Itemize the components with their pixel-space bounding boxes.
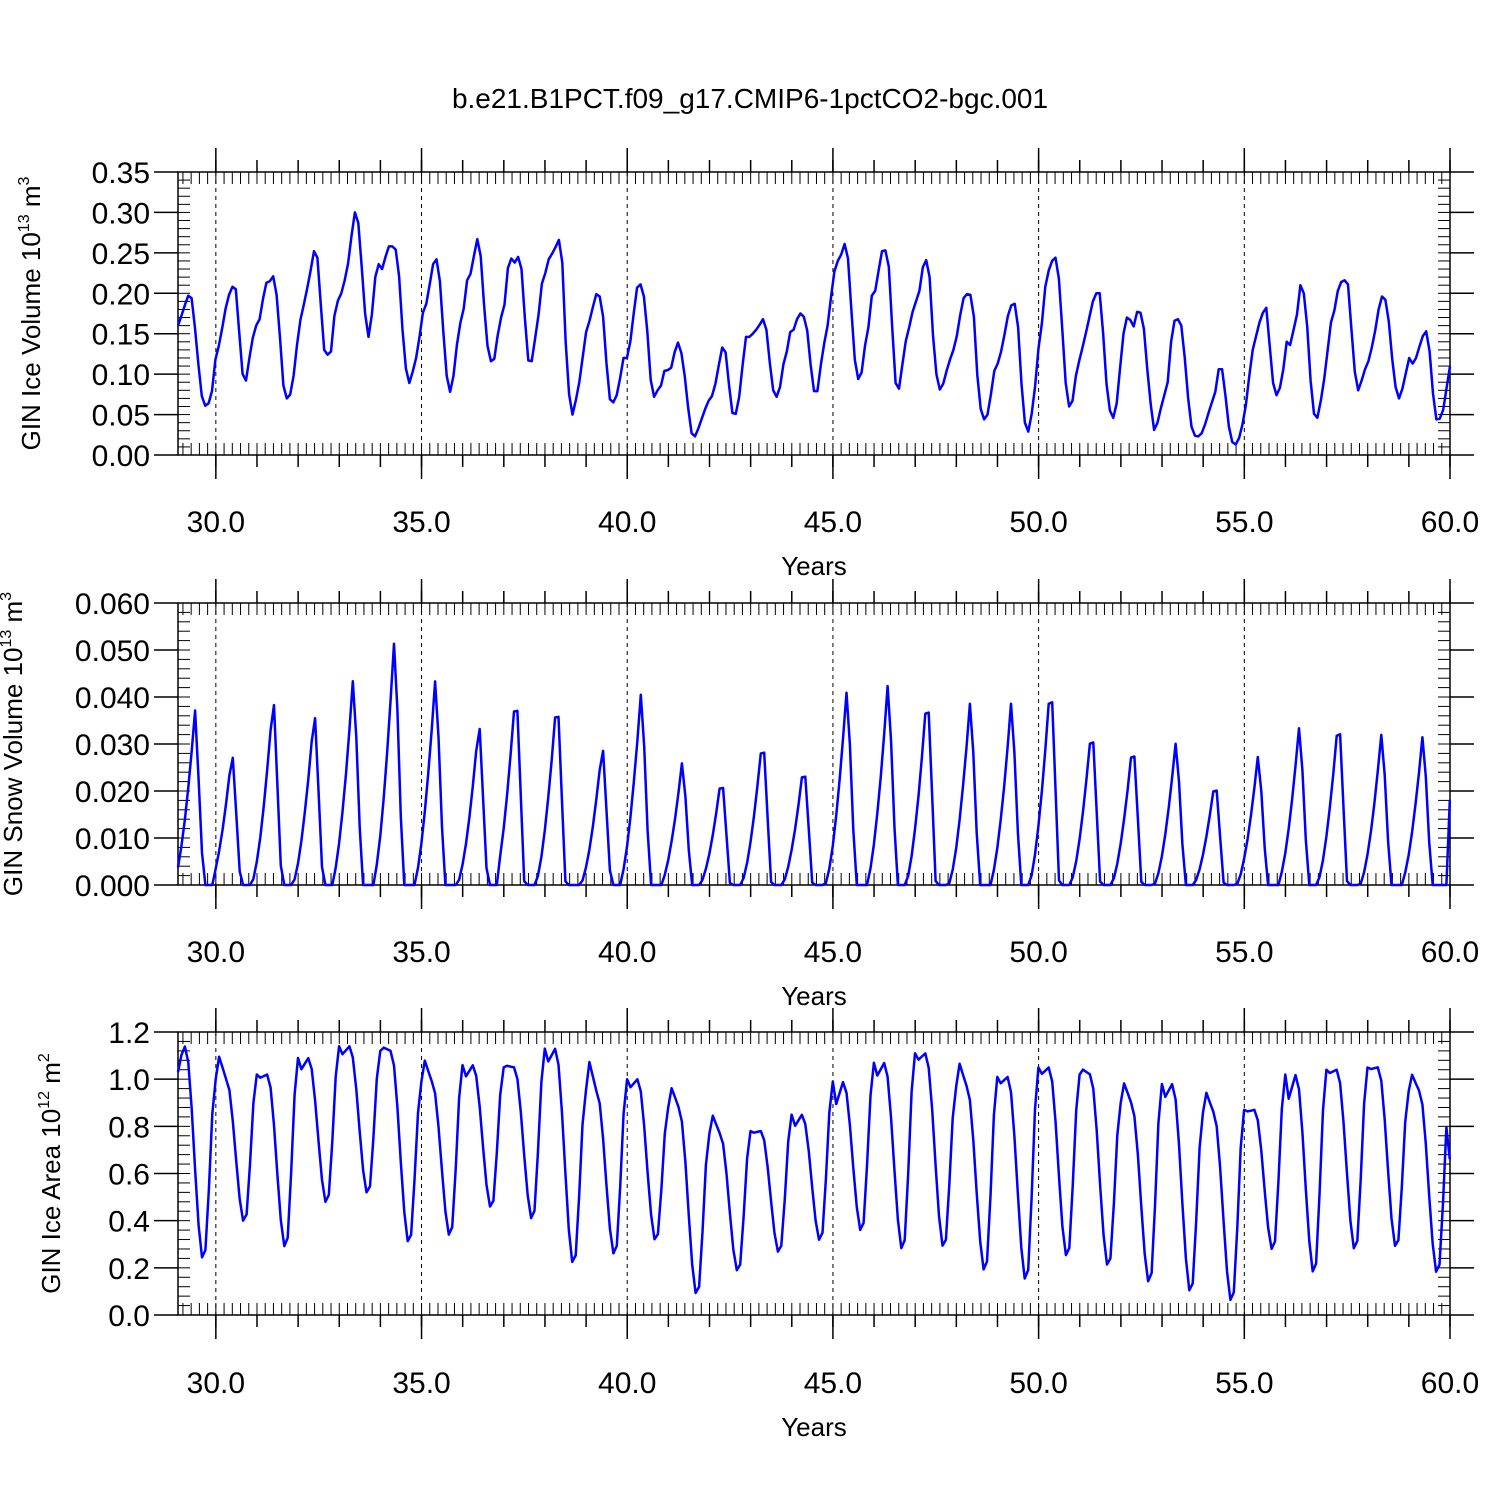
y-tick-label: 0.060 bbox=[75, 588, 150, 621]
y-axis-title-base: GIN Ice Volume 10 bbox=[16, 232, 46, 450]
x-tick-label: 40.0 bbox=[598, 936, 656, 969]
x-tick-label: 55.0 bbox=[1215, 506, 1273, 539]
x-tick-label: 30.0 bbox=[187, 1367, 245, 1400]
y-tick-label: 0.000 bbox=[75, 870, 150, 903]
series-line bbox=[176, 642, 1452, 887]
x-tick-label: 45.0 bbox=[804, 936, 862, 969]
y-tick-label: 0.030 bbox=[75, 729, 150, 762]
x-tick-label: 50.0 bbox=[1009, 1367, 1067, 1400]
series-line bbox=[176, 1044, 1452, 1302]
x-tick-label: 35.0 bbox=[392, 936, 450, 969]
x-tick-label: 45.0 bbox=[804, 1367, 862, 1400]
y-tick-label: 0.6 bbox=[108, 1159, 150, 1192]
y-tick-label: 0.35 bbox=[92, 157, 150, 190]
y-axis-title-exponent: 13 bbox=[0, 630, 15, 648]
x-axis-title: Years bbox=[781, 981, 847, 1011]
y-tick-label: 0.30 bbox=[92, 197, 150, 230]
plot-frame bbox=[177, 171, 1451, 456]
x-tick-label: 50.0 bbox=[1009, 506, 1067, 539]
y-axis-title: GIN Ice Volume 1013 m3 bbox=[16, 176, 46, 450]
figure-title: b.e21.B1PCT.f09_g17.CMIP6-1pctCO2-bgc.00… bbox=[452, 83, 1048, 114]
panel-2: 0.000 0.010 0.020 0.030 0.040 0.050 0.060 30.0 3… bbox=[0, 579, 1479, 1011]
x-tick-label: 60.0 bbox=[1421, 506, 1479, 539]
panel-3: 0.0 0.2 0.4 0.6 0.8 1.0 1.2 30.0 35.0 40.0 45.0 50.… bbox=[36, 1008, 1479, 1442]
x-tick-label: 50.0 bbox=[1009, 936, 1067, 969]
x-tick-label: 30.0 bbox=[187, 506, 245, 539]
x-tick-label: 30.0 bbox=[187, 936, 245, 969]
y-tick-label: 0.020 bbox=[75, 776, 150, 809]
y-tick-label: 0.25 bbox=[92, 238, 150, 271]
y-axis-title-base: GIN Ice Area 10 bbox=[36, 1109, 66, 1294]
y-tick-label: 0.20 bbox=[92, 278, 150, 311]
y-tick-label: 0.05 bbox=[92, 400, 150, 433]
y-axis-title-unit: m bbox=[0, 601, 28, 630]
x-tick-label: 35.0 bbox=[392, 506, 450, 539]
series-line bbox=[176, 211, 1452, 446]
y-axis-title-unit-exponent: 2 bbox=[36, 1053, 53, 1062]
x-tick-label: 55.0 bbox=[1215, 936, 1273, 969]
y-tick-label: 0.050 bbox=[75, 635, 150, 668]
y-axis-title-unit-exponent: 3 bbox=[0, 592, 15, 601]
y-tick-label: 0.10 bbox=[92, 359, 150, 392]
y-tick-label: 0.8 bbox=[108, 1111, 150, 1144]
y-axis-title-unit-exponent: 3 bbox=[16, 176, 33, 185]
y-tick-label: 0.15 bbox=[92, 319, 150, 352]
y-axis-title-base: GIN Snow Volume 10 bbox=[0, 648, 28, 897]
y-tick-label: 1.0 bbox=[108, 1064, 150, 1097]
y-tick-label: 0.2 bbox=[108, 1253, 150, 1286]
y-axis-title: GIN Ice Area 1012 m2 bbox=[36, 1053, 66, 1294]
x-tick-label: 60.0 bbox=[1421, 936, 1479, 969]
y-axis-title-exponent: 12 bbox=[36, 1091, 53, 1109]
y-axis-title-unit: m bbox=[36, 1062, 66, 1091]
x-tick-label: 60.0 bbox=[1421, 1367, 1479, 1400]
x-axis-title: Years bbox=[781, 1412, 847, 1442]
x-tick-label: 55.0 bbox=[1215, 1367, 1273, 1400]
x-tick-label: 40.0 bbox=[598, 506, 656, 539]
y-axis-title-exponent: 13 bbox=[16, 214, 33, 232]
y-tick-label: 0.010 bbox=[75, 823, 150, 856]
x-tick-label: 35.0 bbox=[392, 1367, 450, 1400]
y-tick-label: 0.00 bbox=[92, 440, 150, 473]
x-tick-label: 40.0 bbox=[598, 1367, 656, 1400]
x-axis-title: Years bbox=[781, 551, 847, 581]
panel-1: 0.00 0.05 0.10 0.15 0.20 0.25 0.30 0.35 30.0 35.0… bbox=[16, 148, 1479, 581]
y-tick-label: 0.0 bbox=[108, 1300, 150, 1333]
y-tick-label: 1.2 bbox=[108, 1017, 150, 1050]
y-tick-label: 0.4 bbox=[108, 1206, 150, 1239]
x-tick-label: 45.0 bbox=[804, 506, 862, 539]
y-axis-title: GIN Snow Volume 1013 m3 bbox=[0, 592, 28, 896]
y-axis-title-unit: m bbox=[16, 185, 46, 214]
y-tick-label: 0.040 bbox=[75, 682, 150, 715]
